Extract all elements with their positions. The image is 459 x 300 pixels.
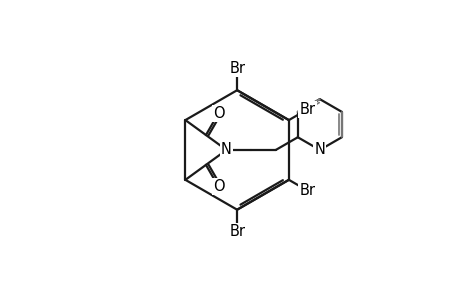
Text: Br: Br [299,183,315,198]
Text: O: O [213,106,224,121]
Text: Br: Br [229,224,245,239]
Text: N: N [313,142,325,158]
Text: O: O [213,179,224,194]
Text: Br: Br [229,61,245,76]
Text: Br: Br [299,102,315,117]
Text: N: N [221,142,231,158]
